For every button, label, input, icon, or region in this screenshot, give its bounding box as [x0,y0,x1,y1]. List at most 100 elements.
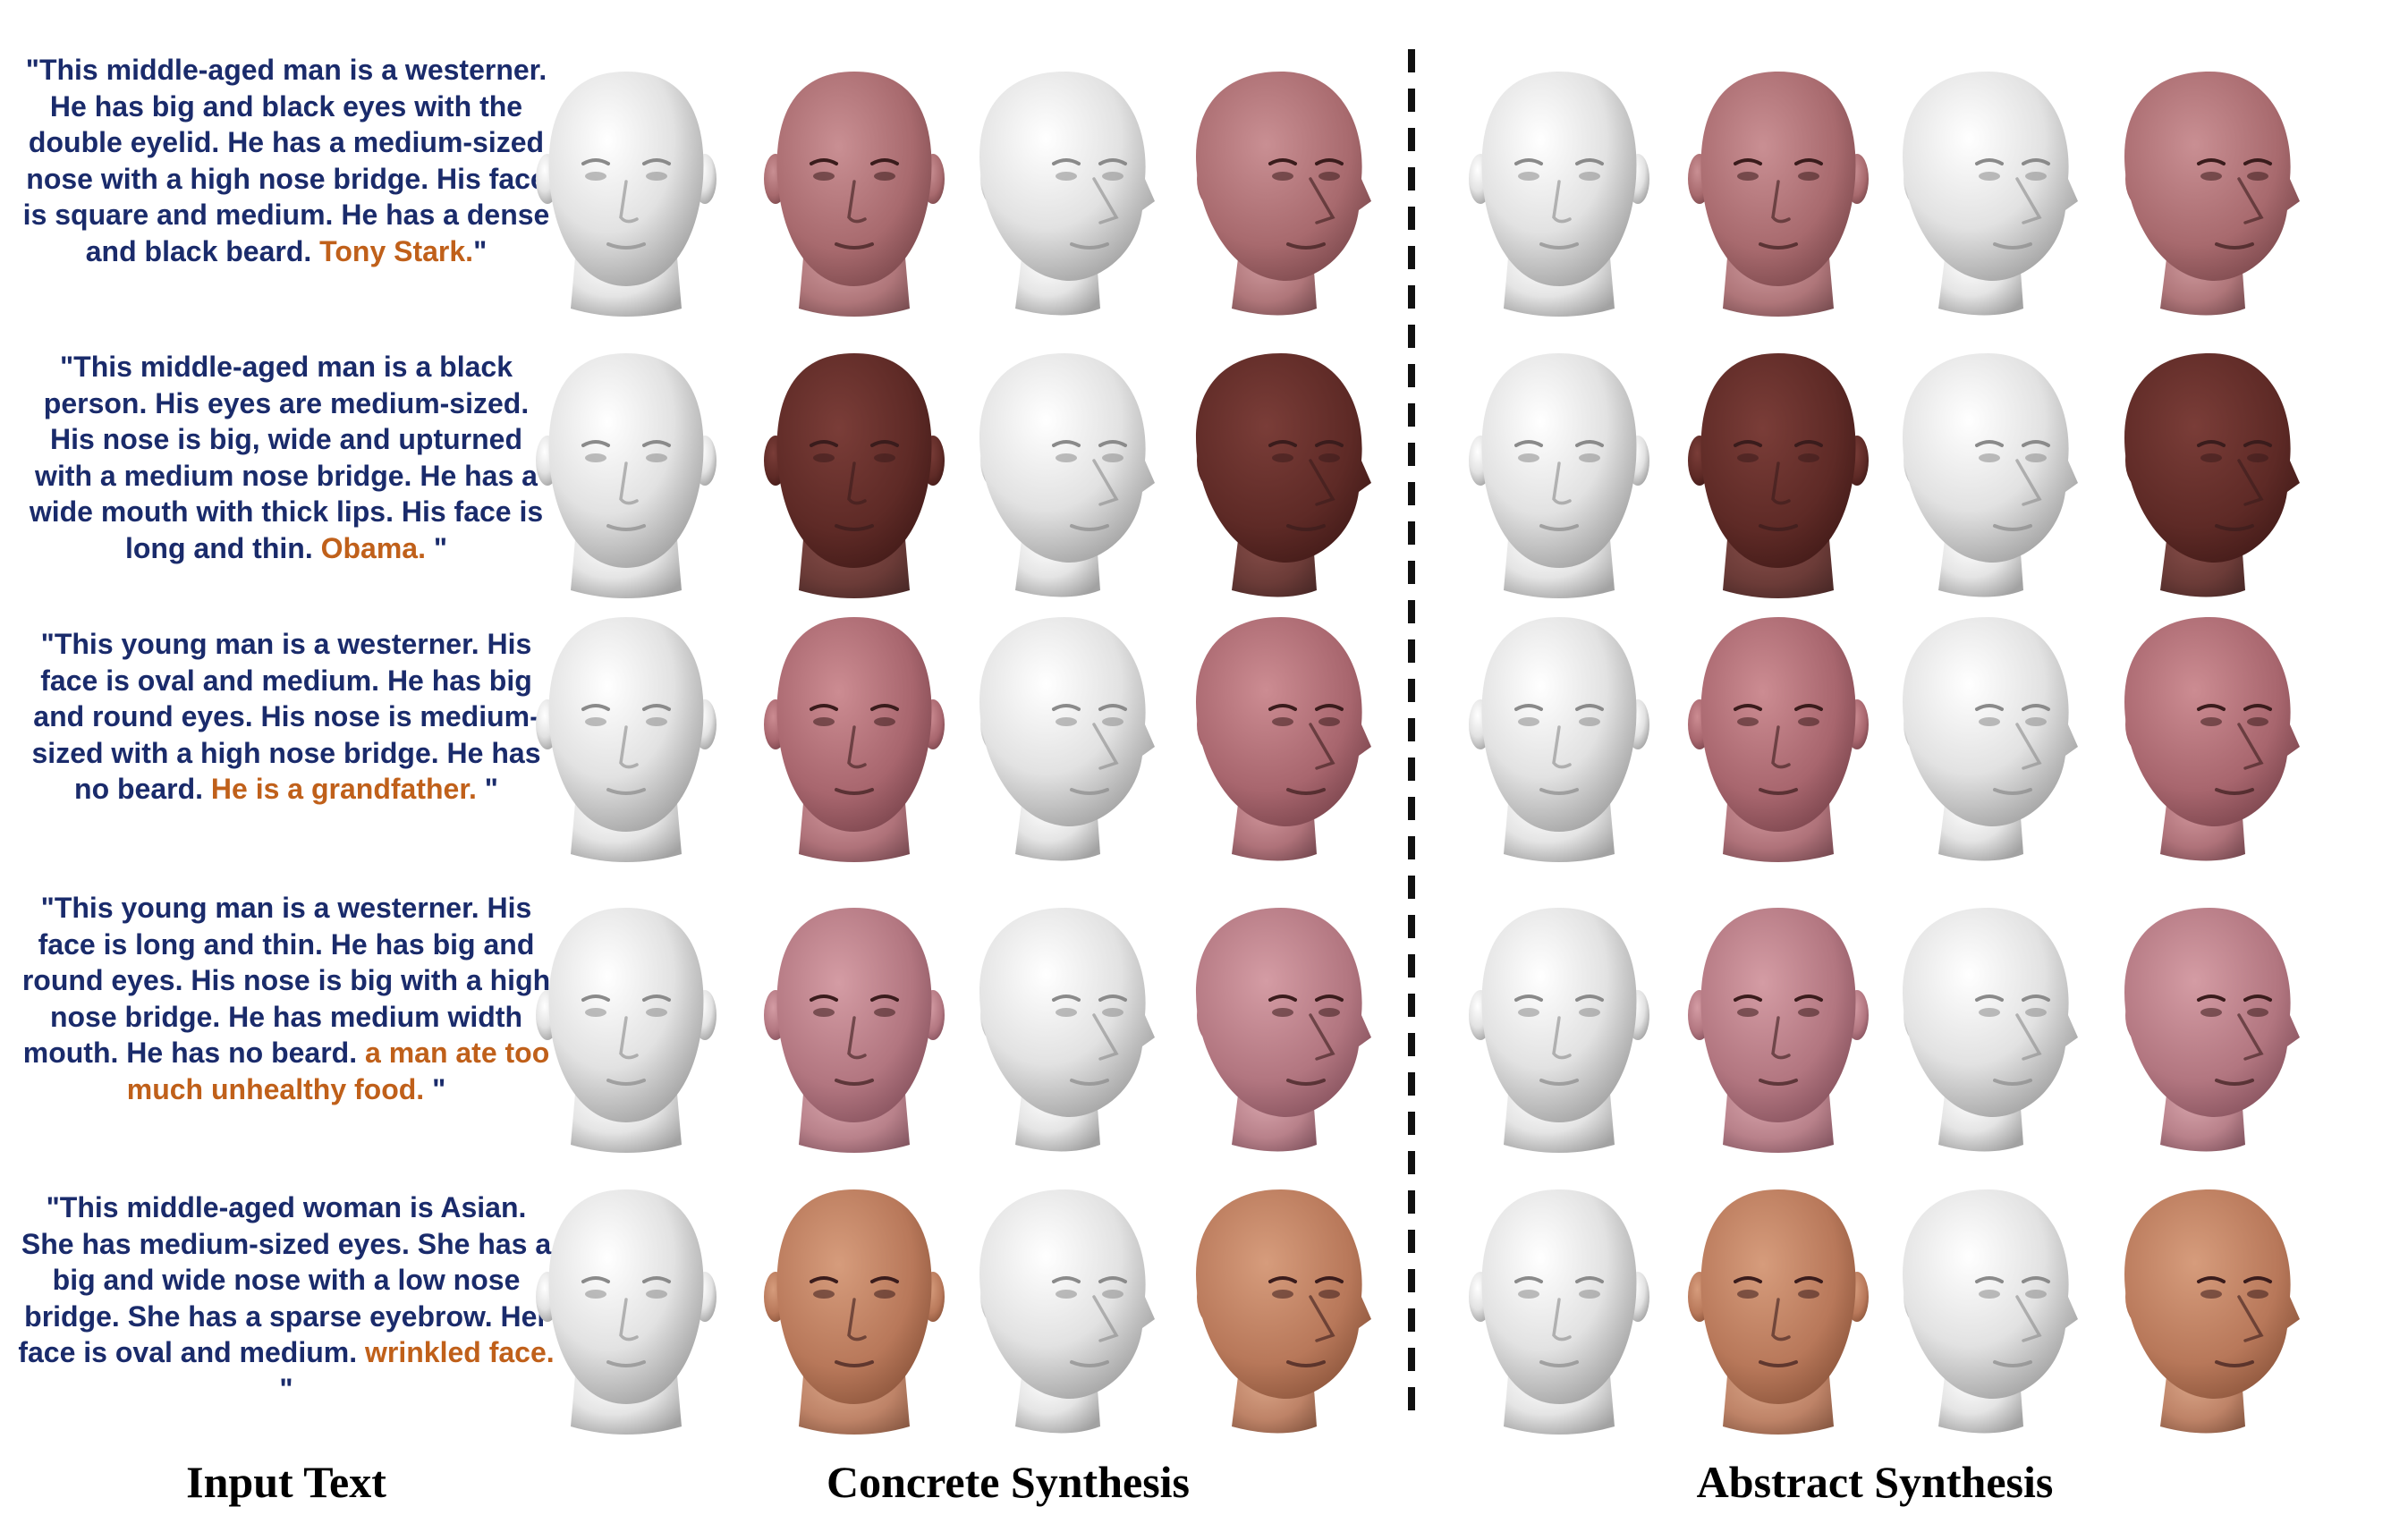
facial-features [1052,704,1127,795]
head-render-textured-side [2124,1189,2300,1434]
head-render-textured-front [1688,353,1869,598]
head-render-mesh-side [1903,908,2078,1152]
facial-features [810,1276,899,1367]
facial-features [1268,440,1344,531]
prompt-text: "This middle-aged man is a black person.… [29,351,544,564]
head-render-mesh-side [979,617,1155,861]
facial-features [810,704,899,795]
head-render-textured-side [2124,617,2300,861]
prompt-end-quote: " [424,1072,446,1105]
head-render-mesh-side [979,908,1155,1152]
head-render-mesh-side [1903,72,2078,316]
facial-features [1514,704,1604,795]
facial-features [1052,995,1127,1086]
head-render-textured-side [2124,72,2300,316]
facial-features [2197,440,2272,531]
head-render-textured-side [1196,353,1371,597]
facial-features [1734,158,1823,250]
facial-features [1052,158,1127,250]
facial-features [1975,440,2050,531]
prompt-text: "This middle-aged man is a westerner. He… [22,54,550,267]
head-render-textured-front [764,908,945,1153]
caption-abstract-synthesis: Abstract Synthesis [1696,1457,2054,1507]
head-render-textured-side [1196,1189,1371,1434]
head-render-mesh-side [1903,353,2078,597]
prompt-text: "This middle-aged woman is Asian. She ha… [18,1191,552,1368]
facial-features [1268,1276,1344,1367]
prompt-end-quote: " [473,234,488,267]
prompt-row-3: "This young man is a westerner. His face… [18,626,555,808]
facial-features [1975,1276,2050,1367]
head-render-textured-side [2124,353,2300,597]
facial-features [1052,440,1127,531]
facial-features [581,1276,671,1367]
head-render-textured-front [1688,617,1869,862]
prompt-highlight: Obama. [320,531,426,564]
facial-features [1514,158,1604,250]
facial-features [2197,158,2272,250]
facial-features [1734,1276,1823,1367]
head-render-mesh-front [1469,353,1649,598]
facial-features [581,440,671,531]
prompt-text: "This young man is a westerner. His face… [31,628,541,805]
section-divider [1408,49,1415,1418]
facial-features [1268,158,1344,250]
head-render-mesh-side [1903,1189,2078,1434]
prompt-end-quote: " [279,1372,293,1405]
facial-features [1268,995,1344,1086]
head-render-mesh-front [1469,1189,1649,1435]
facial-features [810,440,899,531]
head-render-mesh-front [1469,617,1649,862]
prompt-text: "This young man is a westerner. His face… [21,892,551,1069]
facial-features [810,995,899,1086]
head-render-textured-side [2124,908,2300,1152]
head-render-mesh-side [1903,617,2078,861]
facial-features [1514,1276,1604,1367]
head-render-textured-front [1688,908,1869,1153]
facial-features [2197,704,2272,795]
prompt-highlight: Tony Stark. [319,234,474,267]
caption-input-text: Input Text [186,1457,386,1507]
prompt-highlight: a man ate too much unhealthy food. [126,1037,550,1105]
prompt-end-quote: " [476,773,498,805]
head-render-mesh-front [1469,908,1649,1153]
head-render-mesh-front [536,1189,716,1435]
facial-features [1975,704,2050,795]
facial-features [581,995,671,1086]
head-render-textured-side [1196,617,1371,861]
facial-features [1734,440,1823,531]
head-render-mesh-front [536,908,716,1153]
facial-features [1052,1276,1127,1367]
head-render-textured-front [764,72,945,317]
head-render-mesh-front [536,72,716,317]
head-render-textured-front [764,1189,945,1435]
head-render-mesh-front [1469,72,1649,317]
head-render-mesh-side [979,353,1155,597]
facial-features [810,158,899,250]
prompt-row-2: "This middle-aged man is a black person.… [18,349,555,566]
prompt-row-1: "This middle-aged man is a westerner. He… [18,52,555,269]
prompt-highlight: wrinkled face. [365,1336,555,1368]
facial-features [2197,1276,2272,1367]
head-render-mesh-front [536,617,716,862]
head-render-textured-side [1196,72,1371,316]
facial-features [581,704,671,795]
facial-features [1734,995,1823,1086]
facial-features [1514,995,1604,1086]
head-render-textured-side [1196,908,1371,1152]
head-render-textured-front [764,353,945,598]
facial-features [1514,440,1604,531]
facial-features [1975,158,2050,250]
facial-features [1975,995,2050,1086]
caption-concrete-synthesis: Concrete Synthesis [826,1457,1191,1507]
prompt-row-4: "This young man is a westerner. His face… [18,890,555,1107]
facial-features [1734,704,1823,795]
facial-features [581,158,671,250]
head-render-textured-front [1688,72,1869,317]
head-render-textured-front [1688,1189,1869,1435]
prompt-highlight: He is a grandfather. [210,773,477,805]
prompt-end-quote: " [425,531,448,564]
facial-features [1268,704,1344,795]
prompt-row-5: "This middle-aged woman is Asian. She ha… [18,1189,555,1407]
